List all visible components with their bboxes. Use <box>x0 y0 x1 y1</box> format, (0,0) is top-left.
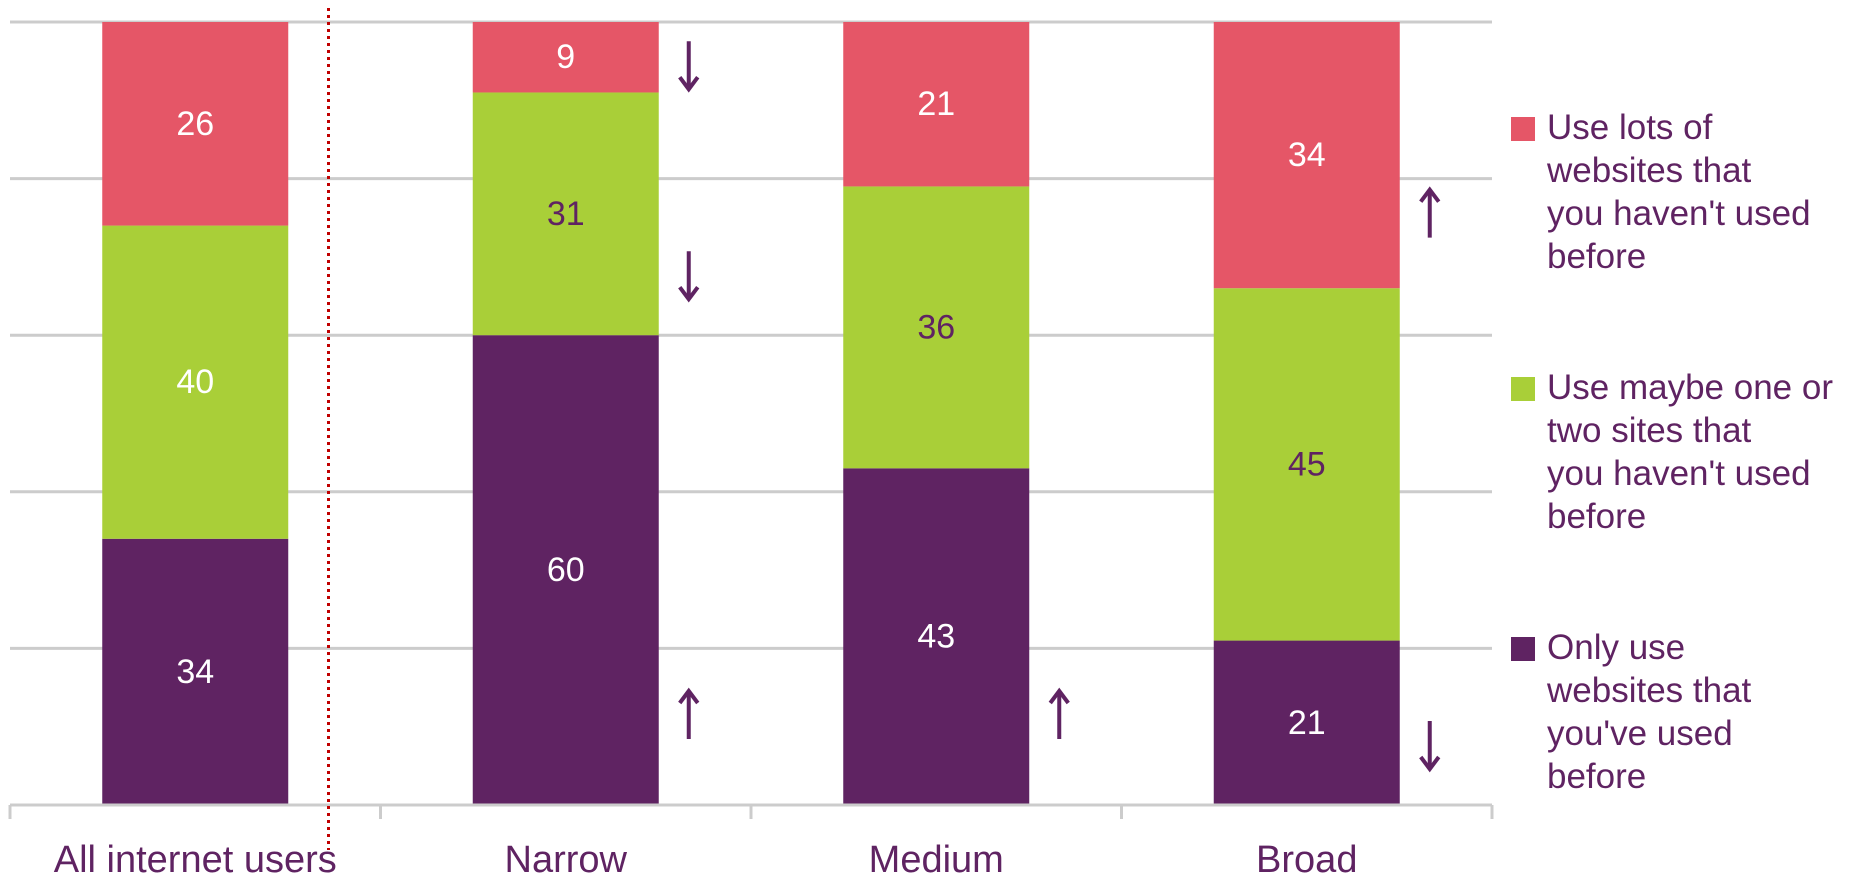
arrow-up-medium-3 <box>1048 687 1070 739</box>
bar-segment-broad-0 <box>1213 640 1400 805</box>
x-axis <box>8 803 1494 819</box>
bars <box>102 22 1400 805</box>
bar-segment-all-internet-users-1 <box>102 225 289 539</box>
arrow-up-broad-4 <box>1419 186 1441 238</box>
value-label-narrow-1: 31 <box>547 195 585 233</box>
legend-item-2: Only use websites that you've used before <box>1511 628 1752 796</box>
value-label-medium-1: 36 <box>917 308 955 346</box>
value-label-medium-0: 43 <box>917 618 955 656</box>
legend-swatch <box>1511 637 1535 661</box>
arrow-down-broad-5 <box>1419 721 1441 773</box>
legend-label: Use maybe one or two sites that you haven'… <box>1547 368 1833 536</box>
bar-segment-all-internet-users-2 <box>102 22 289 226</box>
value-label-broad-0: 21 <box>1288 704 1326 742</box>
bar-segment-narrow-0 <box>472 335 659 805</box>
legend-swatch <box>1511 117 1535 141</box>
bar-segment-broad-2 <box>1213 22 1400 289</box>
legend-item-1: Use maybe one or two sites that you haven'… <box>1511 368 1833 536</box>
category-label-medium: Medium <box>869 839 1004 879</box>
bar-segment-medium-1 <box>843 186 1030 469</box>
bar-segment-all-internet-users-0 <box>102 538 289 805</box>
legend-label: Use lots of websites that you haven't used… <box>1546 108 1811 276</box>
value-label-narrow-2: 9 <box>556 38 575 76</box>
value-label-medium-2: 21 <box>917 85 955 123</box>
arrow-up-narrow-2 <box>678 687 700 739</box>
category-label-broad: Broad <box>1256 839 1357 879</box>
legend-swatch <box>1511 377 1535 401</box>
value-label-all-internet-users-0: 34 <box>176 653 214 691</box>
value-label-broad-2: 34 <box>1288 136 1326 174</box>
arrow-down-narrow-0 <box>678 41 700 93</box>
arrow-down-narrow-1 <box>678 251 700 303</box>
category-labels: All internet users Narrow Medium Broad <box>54 839 1358 879</box>
value-label-narrow-0: 60 <box>547 551 585 589</box>
significance-arrows <box>678 41 1441 773</box>
value-label-all-internet-users-1: 40 <box>176 363 214 401</box>
bar-segment-medium-2 <box>843 22 1030 187</box>
value-label-broad-1: 45 <box>1288 445 1326 483</box>
value-labels: 34 40 26 60 31 9 43 36 21 21 45 34 <box>176 38 1325 742</box>
bar-segment-medium-0 <box>843 468 1030 805</box>
legend-label: Only use websites that you've used before <box>1546 628 1752 796</box>
bar-segment-narrow-2 <box>472 22 659 93</box>
bar-segment-narrow-1 <box>472 92 659 336</box>
category-label-all-internet-users: All internet users <box>54 839 337 879</box>
value-label-all-internet-users-2: 26 <box>176 105 214 143</box>
category-label-narrow: Narrow <box>505 839 628 879</box>
bar-segment-broad-1 <box>1213 288 1400 641</box>
legend: Use lots of websites that you haven't used… <box>1511 108 1833 796</box>
legend-item-0: Use lots of websites that you haven't used… <box>1511 108 1811 276</box>
